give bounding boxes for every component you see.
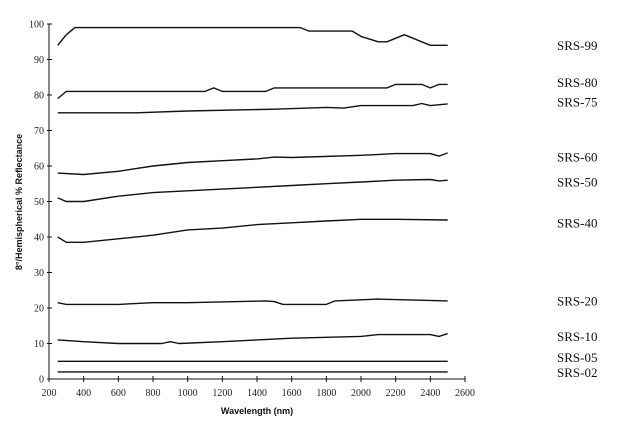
y-axis-title: 8°/Hemispherical % Reflectance bbox=[14, 134, 24, 270]
series-line-srs-50 bbox=[57, 178, 448, 203]
x-tick-label: 1200 bbox=[212, 388, 232, 399]
series-line-srs-20 bbox=[57, 298, 448, 306]
series-label-srs-75: SRS-75 bbox=[557, 95, 597, 110]
x-tick-label: 1000 bbox=[178, 388, 198, 399]
y-tick-label: 60 bbox=[34, 162, 44, 173]
y-tick-label: 0 bbox=[39, 375, 44, 386]
x-tick-label: 800 bbox=[146, 388, 161, 399]
series-line-srs-60 bbox=[57, 152, 448, 176]
y-tick-label: 70 bbox=[34, 126, 44, 137]
x-tick-label: 400 bbox=[76, 388, 91, 399]
x-tick-label: 2200 bbox=[386, 388, 406, 399]
series-line-srs-10 bbox=[57, 332, 448, 345]
y-tick-label: 30 bbox=[34, 268, 44, 279]
series-line-srs-80 bbox=[57, 83, 448, 100]
series-labels: SRS-99 SRS-80 SRS-75 SRS-60 SRS-50 SRS-40 SRS-… bbox=[557, 38, 597, 380]
series-label-srs-10: SRS-10 bbox=[557, 329, 597, 344]
x-tick-label: 1400 bbox=[247, 388, 267, 399]
series-label-srs-99: SRS-99 bbox=[557, 38, 597, 53]
x-tick-label: 2000 bbox=[351, 388, 371, 399]
y-tick-label: 80 bbox=[34, 91, 44, 102]
axes: 200 400 600 800 1000 1200 1400 1600 1800 2000 2200… bbox=[29, 20, 475, 400]
series-label-srs-05: SRS-05 bbox=[557, 350, 597, 365]
x-axis-title: Wavelength (nm) bbox=[221, 406, 293, 416]
x-tick-label: 200 bbox=[42, 388, 57, 399]
series-label-srs-20: SRS-20 bbox=[557, 293, 597, 308]
y-tick-label: 50 bbox=[34, 197, 44, 208]
series-label-srs-40: SRS-40 bbox=[557, 215, 597, 230]
y-tick-label: 100 bbox=[29, 20, 44, 31]
series-label-srs-60: SRS-60 bbox=[557, 150, 597, 165]
x-tick-label: 2400 bbox=[420, 388, 440, 399]
series-line-srs-75 bbox=[57, 102, 448, 114]
x-tick-label: 1600 bbox=[282, 388, 302, 399]
series-label-srs-50: SRS-50 bbox=[557, 175, 597, 190]
y-tick-label: 10 bbox=[34, 339, 44, 350]
series-lines bbox=[57, 26, 448, 373]
y-tick-label: 40 bbox=[34, 233, 44, 244]
series-line-srs-40 bbox=[57, 218, 448, 244]
x-tick-label: 600 bbox=[111, 388, 126, 399]
series-line-srs-99 bbox=[57, 26, 448, 46]
x-tick-label: 2600 bbox=[455, 388, 475, 399]
y-tick-label: 20 bbox=[34, 304, 44, 315]
x-tick-label: 1800 bbox=[316, 388, 336, 399]
series-label-srs-02: SRS-02 bbox=[557, 365, 597, 380]
series-label-srs-80: SRS-80 bbox=[557, 75, 597, 90]
y-tick-label: 90 bbox=[34, 55, 44, 66]
